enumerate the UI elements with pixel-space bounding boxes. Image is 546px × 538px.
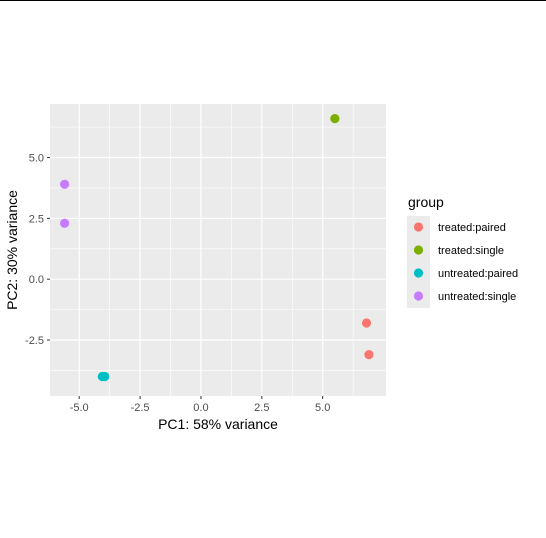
data-point <box>60 218 70 228</box>
y-tick-label: 0.0 <box>29 274 44 286</box>
x-axis-title: PC1: 58% variance <box>158 416 278 432</box>
x-axis-ticks: -5.0 -2.5 0.0 2.5 5.0 <box>70 396 330 414</box>
legend-entry-label: untreated:paired <box>438 268 518 280</box>
legend-key-point <box>413 291 424 301</box>
legend-entry-label: treated:paired <box>438 222 506 234</box>
y-tick-label: 5.0 <box>29 153 44 165</box>
data-point <box>361 318 372 328</box>
y-axis-title: PC2: 30% variance <box>4 190 20 310</box>
y-axis-ticks: -2.5 0.0 2.5 5.0 <box>25 153 50 347</box>
y-tick-label: 2.5 <box>29 213 44 225</box>
data-point <box>330 114 340 124</box>
grid-minor-lines <box>50 104 386 396</box>
legend-entry-label: untreated:single <box>438 291 516 303</box>
data-point <box>100 371 110 382</box>
legend-key-point <box>413 268 424 278</box>
x-tick-label: -2.5 <box>131 402 150 414</box>
x-tick-label: 2.5 <box>254 402 269 414</box>
data-point <box>364 350 374 360</box>
top-border-line <box>0 0 546 1</box>
legend-keys: treated:paired treated:single untreated:pa… <box>407 216 518 308</box>
x-tick-label: -5.0 <box>70 402 89 414</box>
legend: group treated:paired treated:single untrea… <box>407 194 518 308</box>
y-tick-label: -2.5 <box>25 335 44 347</box>
x-tick-label: 0.0 <box>193 402 208 414</box>
data-point <box>60 179 70 189</box>
legend-key-point <box>413 245 424 255</box>
legend-key-point <box>413 222 424 232</box>
data-points <box>60 114 374 382</box>
plot-panel <box>50 104 386 396</box>
grid-major-lines <box>50 104 386 396</box>
legend-title: group <box>408 194 444 210</box>
x-tick-label: 5.0 <box>315 402 330 414</box>
legend-entry-label: treated:single <box>438 245 504 257</box>
